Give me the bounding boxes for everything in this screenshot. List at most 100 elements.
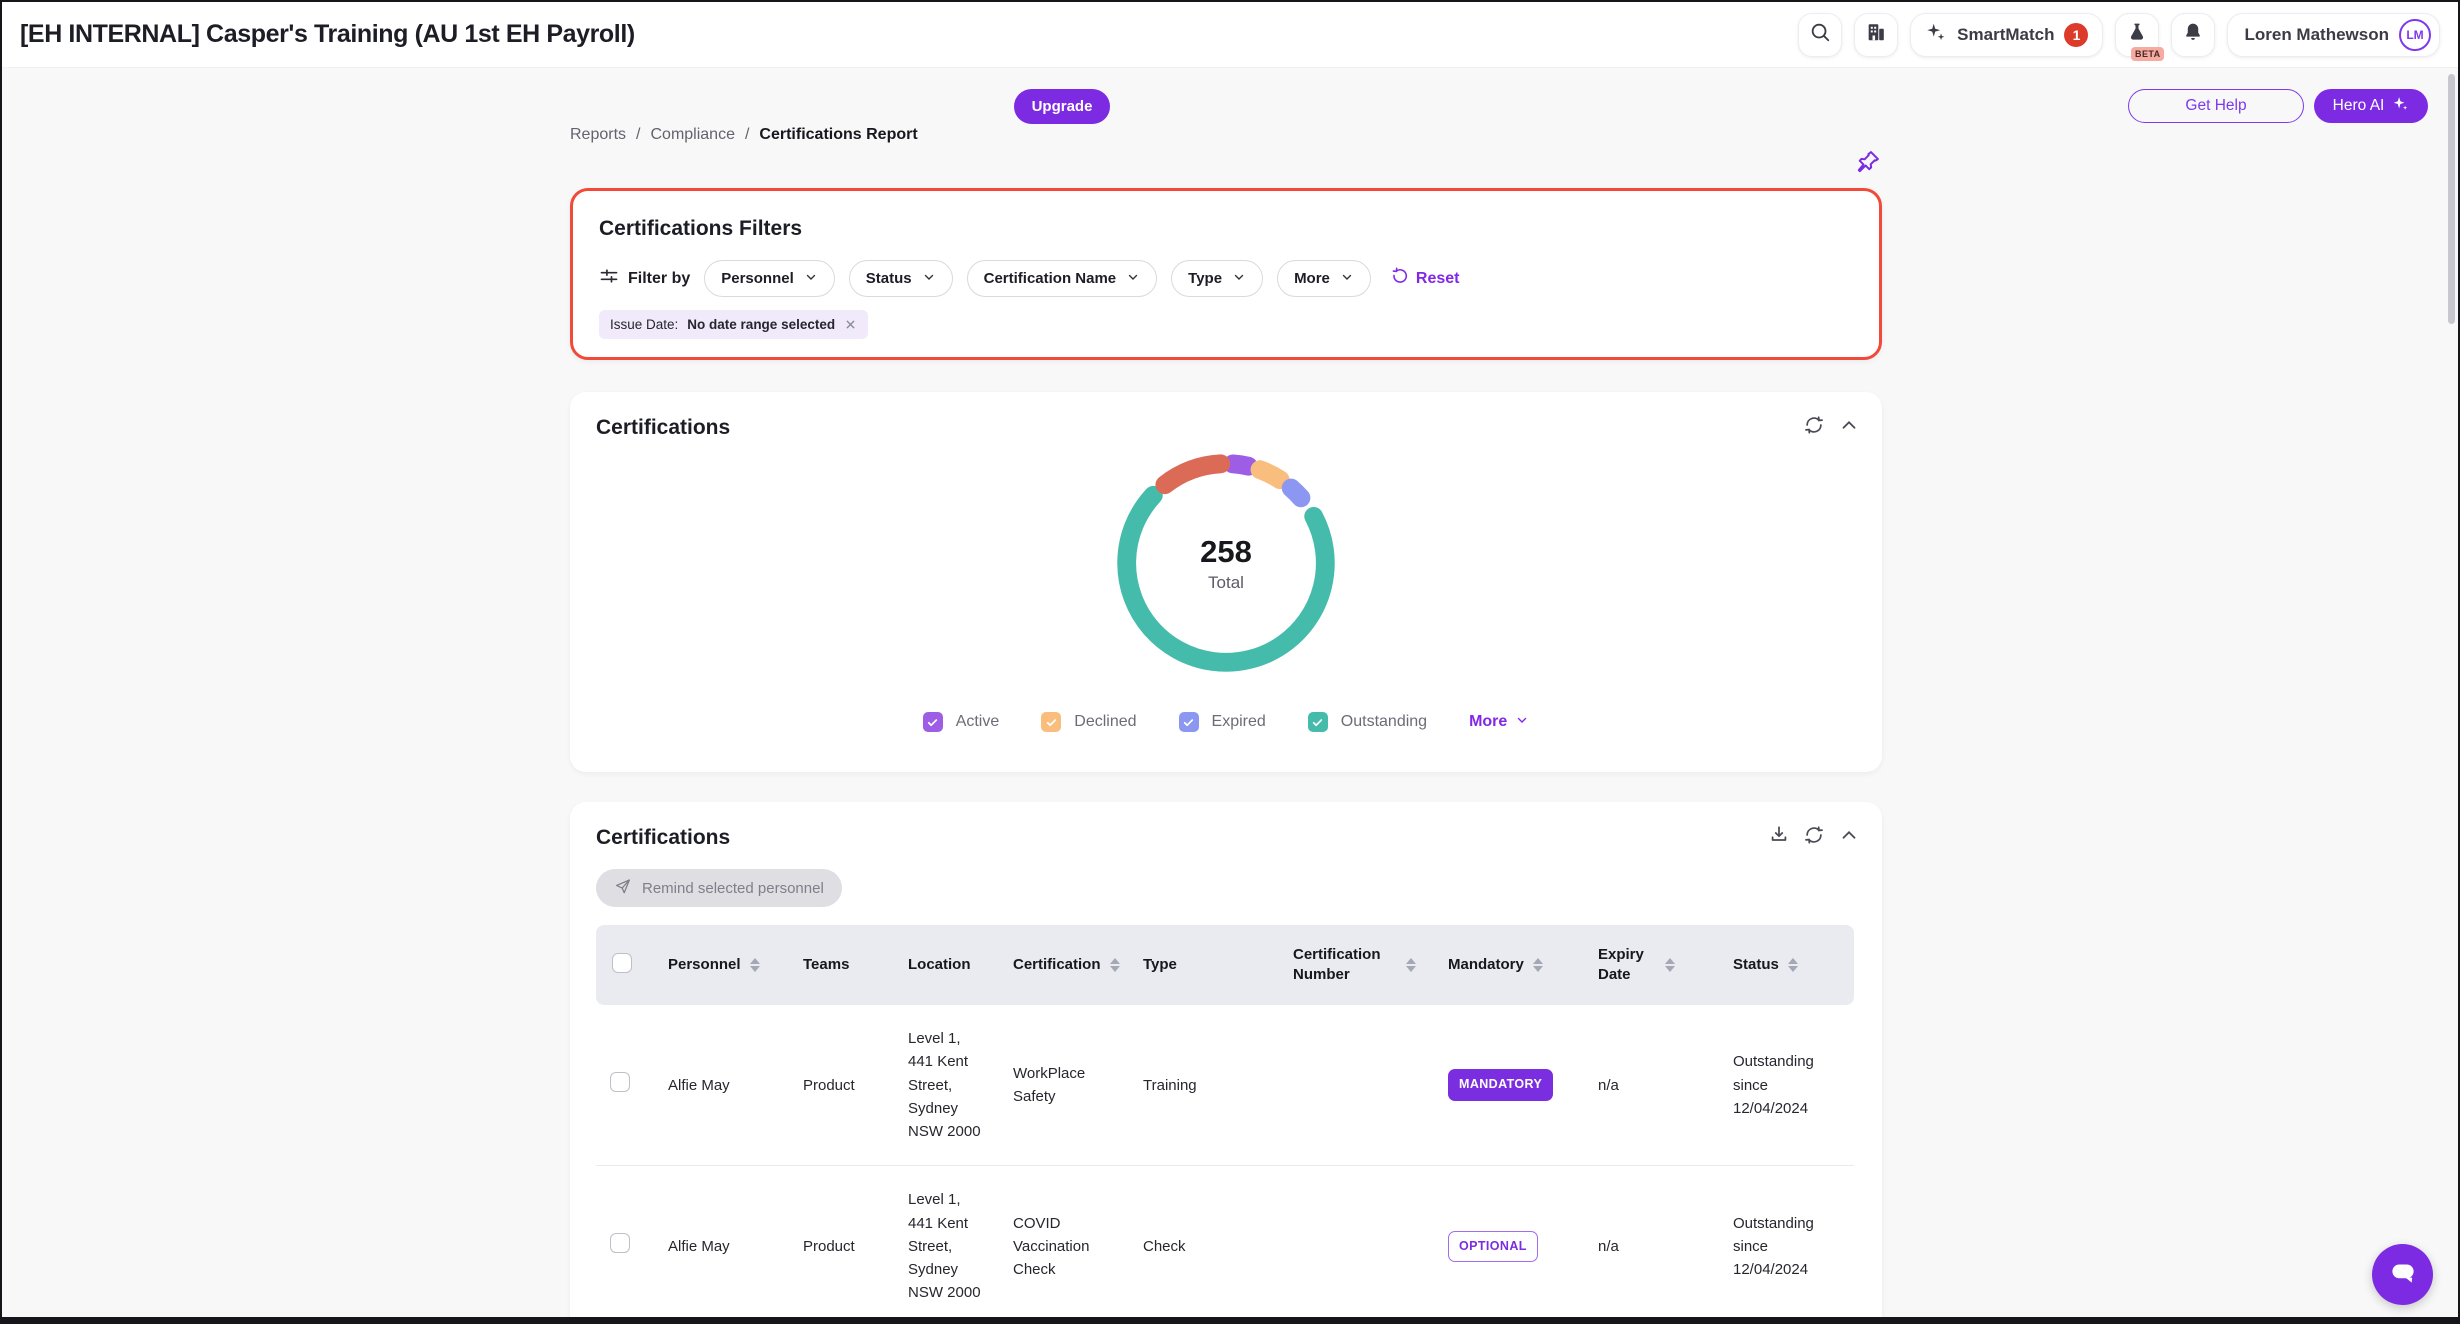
certifications-donut-svg xyxy=(1117,454,1335,672)
table-card-title: Certifications xyxy=(596,826,731,849)
legend-label: Expired xyxy=(1211,713,1266,730)
hero-ai-button[interactable]: Hero AI xyxy=(2314,89,2428,123)
legend-checkbox-outstanding[interactable] xyxy=(1307,712,1328,732)
donut-total-label: Total xyxy=(1208,572,1244,592)
refresh-icon[interactable] xyxy=(1803,414,1825,441)
legend-more-label: More xyxy=(1469,713,1508,730)
notifications-button[interactable] xyxy=(2171,12,2216,57)
filter-dropdown-type[interactable]: Type xyxy=(1171,260,1264,297)
refresh-icon[interactable] xyxy=(1803,824,1825,851)
cell-certification: WorkPlace Safety xyxy=(999,1005,1129,1167)
issue-date-filter-chip: Issue Date: No date range selected xyxy=(599,310,869,339)
chart-card-actions xyxy=(1803,414,1860,441)
dropdown-label: Personnel xyxy=(721,270,794,287)
chat-button[interactable] xyxy=(2372,1244,2433,1305)
row-checkbox[interactable] xyxy=(610,1071,630,1092)
topbar-actions: SmartMatch 1 BETA Loren Mathewson LM xyxy=(1798,12,2440,61)
breadcrumb-separator: / xyxy=(744,126,750,143)
sort-icon[interactable] xyxy=(1665,958,1675,972)
header-select-cell xyxy=(596,925,654,1005)
close-icon[interactable] xyxy=(844,318,857,331)
filter-by-label: Filter by xyxy=(628,269,691,287)
cell-status: Outstanding since 12/04/2024 xyxy=(1719,1165,1854,1317)
filter-dropdown-more[interactable]: More xyxy=(1277,260,1371,297)
collapse-icon[interactable] xyxy=(1838,414,1860,441)
sparkle-icon xyxy=(2392,95,2409,117)
reset-filters-button[interactable]: Reset xyxy=(1391,267,1459,290)
header-certification-number: Certification Number xyxy=(1279,925,1434,1005)
legend-item-outstanding: Outstanding xyxy=(1307,712,1428,732)
sort-icon[interactable] xyxy=(1532,958,1543,972)
bell-icon xyxy=(2182,21,2204,48)
upgrade-button[interactable]: Upgrade xyxy=(1014,89,1110,124)
remind-selected-personnel-button[interactable]: Remind selected personnel xyxy=(596,869,842,907)
scrollbar-thumb[interactable] xyxy=(2448,74,2455,324)
chip-value: No date range selected xyxy=(687,317,836,332)
filter-icon xyxy=(599,266,619,291)
header-personnel: Personnel xyxy=(654,925,789,1005)
sort-icon[interactable] xyxy=(1787,958,1798,972)
chart-card-title: Certifications xyxy=(596,416,731,439)
cell-type: Check xyxy=(1129,1165,1279,1317)
table-row: Alfie May Product Level 1, 441 Kent Stre… xyxy=(596,1165,1854,1317)
sort-icon[interactable] xyxy=(1109,958,1120,972)
table-header-row: Personnel Teams Location Certification T… xyxy=(596,925,1854,1005)
search-button[interactable] xyxy=(1798,12,1843,57)
breadcrumb-reports[interactable]: Reports xyxy=(570,126,627,143)
legend-item-declined: Declined xyxy=(1041,712,1137,732)
legend-checkbox-expired[interactable] xyxy=(1178,712,1199,732)
labs-button[interactable]: BETA xyxy=(2115,12,2165,61)
donut-total-value: 258 xyxy=(1200,533,1252,569)
user-menu[interactable]: Loren Mathewson LM xyxy=(2227,12,2440,57)
user-name: Loren Mathewson xyxy=(2244,24,2389,44)
cell-mandatory: MANDATORY xyxy=(1434,1005,1584,1167)
filter-dropdown-personnel[interactable]: Personnel xyxy=(704,260,835,297)
certifications-table: Personnel Teams Location Certification T… xyxy=(596,925,1854,1317)
certifications-table-card: Certifications Remind selected personnel… xyxy=(570,802,1882,1317)
smartmatch-button[interactable]: SmartMatch 1 xyxy=(1910,12,2104,57)
download-icon[interactable] xyxy=(1768,824,1790,851)
select-all-checkbox[interactable] xyxy=(612,953,632,973)
row-checkbox[interactable] xyxy=(610,1232,630,1253)
cell-certification-number xyxy=(1279,1005,1434,1167)
flask-icon xyxy=(2126,21,2148,48)
filters-title: Certifications Filters xyxy=(599,217,803,240)
search-icon xyxy=(1809,21,1831,48)
column-label: Status xyxy=(1733,955,1779,973)
chevron-down-icon xyxy=(1126,270,1140,288)
column-label: Certification Number xyxy=(1293,945,1381,983)
cell-teams: Product xyxy=(789,1005,894,1167)
cell-expiry-date: n/a xyxy=(1584,1165,1719,1317)
get-help-button[interactable]: Get Help xyxy=(2128,89,2304,123)
legend-checkbox-declined[interactable] xyxy=(1041,712,1062,732)
pin-icon[interactable] xyxy=(1854,148,1882,176)
cell-location: Level 1, 441 Kent Street, Sydney NSW 200… xyxy=(894,1005,999,1167)
donut-center: 258 Total xyxy=(1111,448,1341,678)
send-icon xyxy=(614,877,632,899)
legend-more-button[interactable]: More xyxy=(1469,713,1529,732)
chevron-down-icon xyxy=(1340,270,1354,288)
company-icon xyxy=(1865,21,1887,48)
collapse-icon[interactable] xyxy=(1838,824,1860,851)
cell-status: Outstanding since 12/04/2024 xyxy=(1719,1005,1854,1167)
sort-icon[interactable] xyxy=(1406,958,1416,972)
filter-by: Filter by xyxy=(599,266,690,291)
legend-checkbox-active[interactable] xyxy=(922,712,943,732)
legend-item-active: Active xyxy=(922,712,999,732)
mandatory-badge: MANDATORY xyxy=(1448,1069,1554,1101)
column-label: Personnel xyxy=(668,955,741,973)
cell-certification-number xyxy=(1279,1165,1434,1317)
company-button[interactable] xyxy=(1854,12,1899,57)
legend-label: Outstanding xyxy=(1340,713,1428,730)
sort-icon[interactable] xyxy=(749,958,760,972)
cell-personnel: Alfie May xyxy=(654,1005,789,1167)
filters-row: Filter by Personnel Status Certification… xyxy=(599,260,1853,297)
legend-item-expired: Expired xyxy=(1178,712,1266,732)
hero-ai-label: Hero AI xyxy=(2332,97,2385,114)
filter-dropdown-certification-name[interactable]: Certification Name xyxy=(966,260,1158,297)
top-bar: [EH INTERNAL] Casper's Training (AU 1st … xyxy=(2,2,2458,68)
legend-label: Declined xyxy=(1074,713,1137,730)
filter-dropdown-status[interactable]: Status xyxy=(848,260,953,297)
breadcrumb-compliance[interactable]: Compliance xyxy=(650,126,735,143)
